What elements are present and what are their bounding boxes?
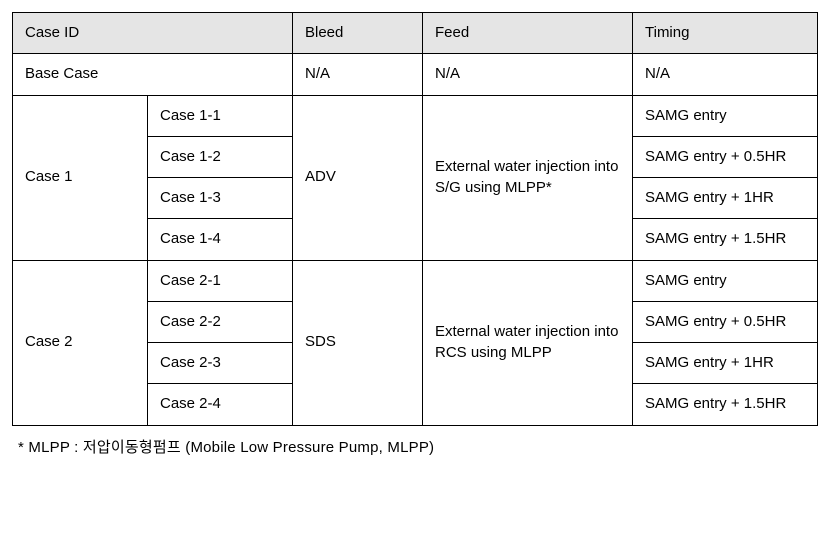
footnote: * MLPP : 저압이동형펌프 (Mobile Low Pressure Pu… xyxy=(18,436,823,457)
case2-sub: Case 2-1 xyxy=(148,260,293,301)
header-case-id: Case ID xyxy=(13,13,293,54)
base-case-feed: N/A xyxy=(423,54,633,95)
case2-label: Case 2 xyxy=(13,260,148,425)
case1-sub: Case 1-1 xyxy=(148,95,293,136)
case1-sub: Case 1-4 xyxy=(148,219,293,260)
base-case-label: Base Case xyxy=(13,54,293,95)
case2-timing: SAMG entry xyxy=(633,260,818,301)
case1-timing: SAMG entry + 1.5HR xyxy=(633,219,818,260)
table-row: Case 1 Case 1-1 ADV External water injec… xyxy=(13,95,818,136)
header-bleed: Bleed xyxy=(293,13,423,54)
cases-table: Case ID Bleed Feed Timing Base Case N/A … xyxy=(12,12,818,426)
case1-bleed: ADV xyxy=(293,95,423,260)
case1-sub: Case 1-2 xyxy=(148,136,293,177)
case1-label: Case 1 xyxy=(13,95,148,260)
base-case-bleed: N/A xyxy=(293,54,423,95)
case2-feed: External water injection into RCS using … xyxy=(423,260,633,425)
header-row: Case ID Bleed Feed Timing xyxy=(13,13,818,54)
case1-timing: SAMG entry + 1HR xyxy=(633,178,818,219)
case2-timing: SAMG entry + 1HR xyxy=(633,343,818,384)
case2-bleed: SDS xyxy=(293,260,423,425)
case1-timing: SAMG entry xyxy=(633,95,818,136)
table-row: Base Case N/A N/A N/A xyxy=(13,54,818,95)
base-case-timing: N/A xyxy=(633,54,818,95)
header-feed: Feed xyxy=(423,13,633,54)
case1-sub: Case 1-3 xyxy=(148,178,293,219)
case1-timing: SAMG entry + 0.5HR xyxy=(633,136,818,177)
case2-sub: Case 2-4 xyxy=(148,384,293,425)
table-row: Case 2 Case 2-1 SDS External water injec… xyxy=(13,260,818,301)
case2-timing: SAMG entry + 0.5HR xyxy=(633,301,818,342)
case2-sub: Case 2-2 xyxy=(148,301,293,342)
case2-timing: SAMG entry + 1.5HR xyxy=(633,384,818,425)
case1-feed: External water injection into S/G using … xyxy=(423,95,633,260)
case2-sub: Case 2-3 xyxy=(148,343,293,384)
header-timing: Timing xyxy=(633,13,818,54)
